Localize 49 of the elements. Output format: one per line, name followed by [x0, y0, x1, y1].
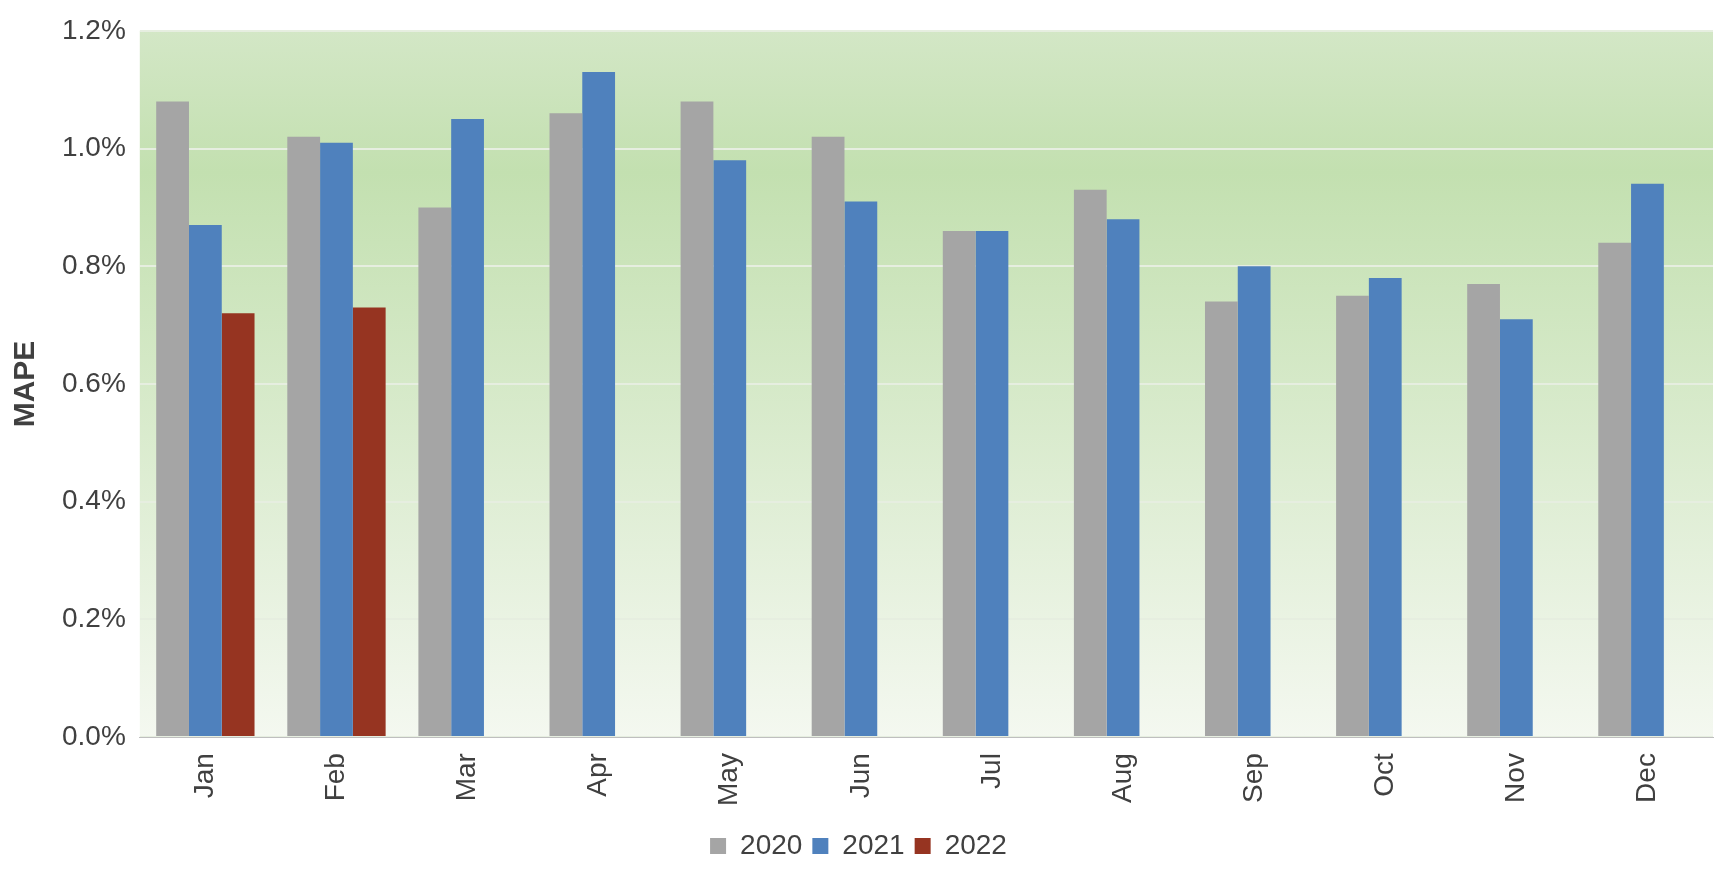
legend-label: 2020 [740, 828, 803, 860]
y-tick-label: 0.0% [61, 719, 126, 751]
bar [975, 230, 1009, 737]
x-tick-label: Jun [843, 753, 875, 799]
bar [1368, 278, 1402, 737]
bar [942, 230, 976, 737]
bar [582, 72, 616, 737]
bar [221, 313, 255, 737]
x-tick-label: Feb [319, 753, 351, 802]
bar [1106, 219, 1140, 737]
x-tick-label: Jul [974, 753, 1006, 789]
x-tick-label: Aug [1105, 753, 1137, 803]
bar [713, 160, 747, 737]
x-tick-label: Sep [1236, 753, 1268, 803]
bar [287, 136, 321, 737]
bar [451, 119, 484, 737]
bar [418, 207, 452, 737]
bar [320, 142, 353, 737]
bar [811, 136, 845, 737]
y-tick-label: 0.6% [61, 366, 126, 398]
y-tick-label: 1.2% [61, 13, 126, 45]
bar [1204, 301, 1238, 737]
y-tick-label: 0.8% [61, 248, 126, 280]
bar [680, 101, 714, 737]
bar [352, 307, 386, 737]
bar [844, 201, 878, 737]
bar [1073, 189, 1107, 737]
legend-label: 2021 [842, 828, 905, 860]
legend-label: 2022 [944, 828, 1007, 860]
x-tick-label: Nov [1499, 753, 1531, 803]
x-tick-label: Apr [581, 753, 613, 797]
bar [1336, 295, 1369, 737]
y-tick-label: 1.0% [61, 131, 126, 163]
bar [1598, 242, 1632, 737]
x-tick-label: Dec [1630, 753, 1662, 803]
y-axis-title: MAPE [7, 340, 41, 428]
x-tick-label: May [712, 753, 744, 807]
x-tick-label: Mar [450, 753, 482, 802]
bar [1467, 283, 1500, 737]
bar [188, 225, 222, 737]
bar [1499, 319, 1533, 737]
bar [156, 101, 189, 737]
bar [549, 113, 583, 737]
y-tick-label: 0.2% [61, 602, 126, 634]
x-tick-label: Oct [1367, 752, 1399, 797]
bar [1631, 183, 1664, 737]
x-tick-label: Jan [188, 753, 220, 799]
bar [1237, 266, 1271, 737]
y-tick-label: 0.4% [61, 484, 126, 516]
